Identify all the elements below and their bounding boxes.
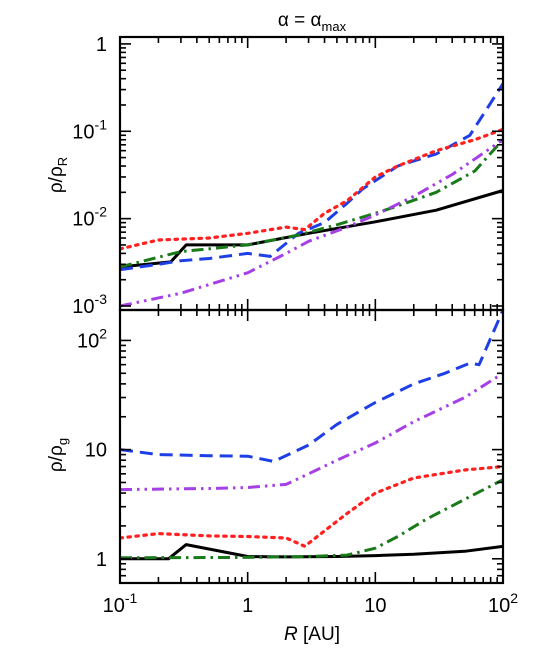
top-series-line-dashdotdot: [120, 138, 503, 308]
top-ylabel-base: ρ/ρ: [46, 166, 67, 193]
top-ylabel-sub: R: [55, 157, 70, 166]
top-series-line-solid: [120, 189, 503, 269]
top-ylabel: ρ/ρR: [46, 157, 70, 193]
bottom-series-line-dashdot: [120, 478, 503, 560]
top-ytick-label: 10-2: [72, 204, 107, 231]
top-series-line-dashed: [120, 82, 503, 272]
top-plot-frame: [118, 35, 505, 312]
figure-title: α = αmax: [278, 10, 347, 34]
bottom-ylabel-sub: g: [55, 438, 70, 445]
top-ticks: [119, 37, 504, 311]
bottom-panel: 1 10 102 10-1 1 10 102: [77, 308, 518, 617]
bottom-ytick-label: 102: [77, 325, 107, 352]
bottom-series-line-dotted: [120, 464, 503, 548]
bottom-series-line-solid: [120, 543, 503, 561]
bottom-plot-frame: [118, 308, 505, 585]
top-series-line-dashdot: [120, 138, 503, 269]
x-axis-label-unit: [AU]: [298, 624, 340, 645]
bottom-ticks: [119, 310, 504, 584]
bottom-series-line-dashdotdot: [120, 372, 503, 492]
bottom-ytick-label: 1: [96, 549, 107, 571]
bottom-ylabel: ρ/ρg: [46, 438, 70, 472]
figure-title-base: α = α: [278, 10, 322, 31]
xtick-label: 10-1: [103, 590, 138, 617]
top-ytick-label: 1: [96, 34, 107, 56]
top-ytick-label: 10-1: [72, 116, 107, 143]
top-series-line-dotted: [120, 127, 503, 251]
bottom-ytick-label: 10: [85, 440, 107, 462]
xtick-label: 10: [364, 595, 386, 617]
figure-title-sub: max: [322, 19, 347, 34]
top-ytick-label: 10-3: [72, 291, 107, 318]
top-panel: 10-3 10-2 10-1 1: [72, 34, 505, 318]
xtick-label: 102: [488, 590, 518, 617]
top-series-group: [120, 82, 503, 308]
bottom-ylabel-base: ρ/ρ: [46, 445, 67, 472]
bottom-series-group: [120, 310, 503, 561]
x-axis-label-symbol: R: [284, 624, 298, 645]
xtick-label: 1: [242, 595, 253, 617]
x-axis-label: R [AU]: [284, 624, 340, 645]
bottom-series-line-dashed: [120, 310, 503, 463]
